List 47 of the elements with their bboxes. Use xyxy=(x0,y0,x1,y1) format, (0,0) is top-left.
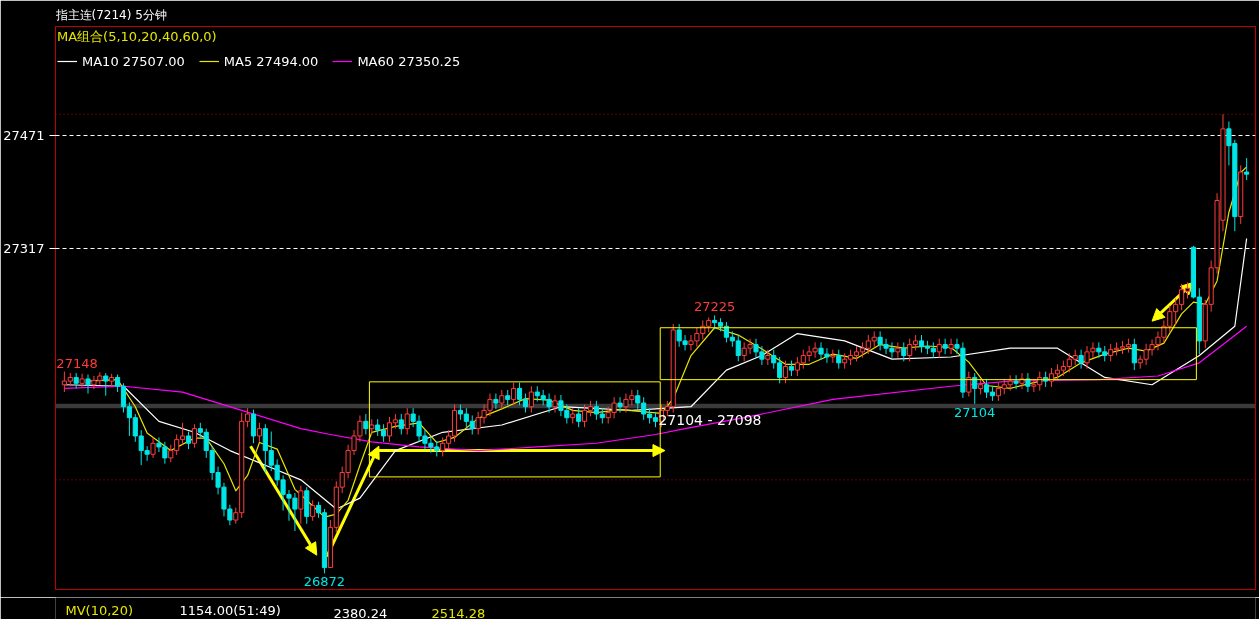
y-tick-label: 27471 xyxy=(3,127,45,143)
candlestick xyxy=(103,372,109,397)
text: 2514.28 xyxy=(431,605,486,619)
candlestick xyxy=(836,349,842,370)
candlestick xyxy=(576,407,582,428)
text: 1154.00(51:49) xyxy=(179,602,281,618)
candlestick xyxy=(1013,374,1019,390)
candlestick xyxy=(404,407,410,435)
candlestick xyxy=(511,382,517,406)
candlestick xyxy=(310,499,316,522)
candlestick xyxy=(1131,338,1137,371)
candlestick xyxy=(150,436,156,459)
annotation: 27148 xyxy=(56,355,98,371)
candlestick xyxy=(499,389,505,410)
candlestick xyxy=(1078,349,1084,370)
legend-title: MA组合(5,10,20,40,60,0) xyxy=(57,28,218,46)
annotation: 27225 xyxy=(693,299,736,315)
text: MV(10,20) xyxy=(65,602,133,618)
candlestick xyxy=(398,413,404,435)
candlestick xyxy=(1025,372,1031,393)
candlestick xyxy=(250,409,257,444)
candlestick xyxy=(528,385,534,414)
candlestick xyxy=(363,413,369,435)
candlestick xyxy=(191,423,197,449)
candlestick xyxy=(79,373,85,389)
legend-label: MA60 27350.25 xyxy=(357,53,461,69)
legend-label: MA5 27494.00 xyxy=(223,53,319,69)
candlestick xyxy=(617,396,623,414)
candlestick xyxy=(895,341,901,359)
candlestick xyxy=(936,338,942,359)
candlestick xyxy=(1244,157,1250,181)
candlestick xyxy=(966,371,972,397)
candlestick xyxy=(298,485,304,525)
candlestick xyxy=(782,360,789,384)
candlestick xyxy=(256,422,263,443)
annotation: 26872 xyxy=(303,574,346,590)
candlestick xyxy=(85,374,91,395)
legend-label: MA10 27507.00 xyxy=(82,53,185,69)
candlestick xyxy=(552,394,558,414)
y-tick-label: 27317 xyxy=(3,240,45,256)
candlestick xyxy=(948,338,954,355)
candlestick xyxy=(493,393,499,410)
text: 2380.24 xyxy=(333,605,388,619)
annotation: 27104 xyxy=(954,404,996,420)
candlestick xyxy=(972,372,978,405)
chart-title: 指主连(7214) 5分钟 xyxy=(54,7,167,22)
candlestick xyxy=(901,341,907,362)
